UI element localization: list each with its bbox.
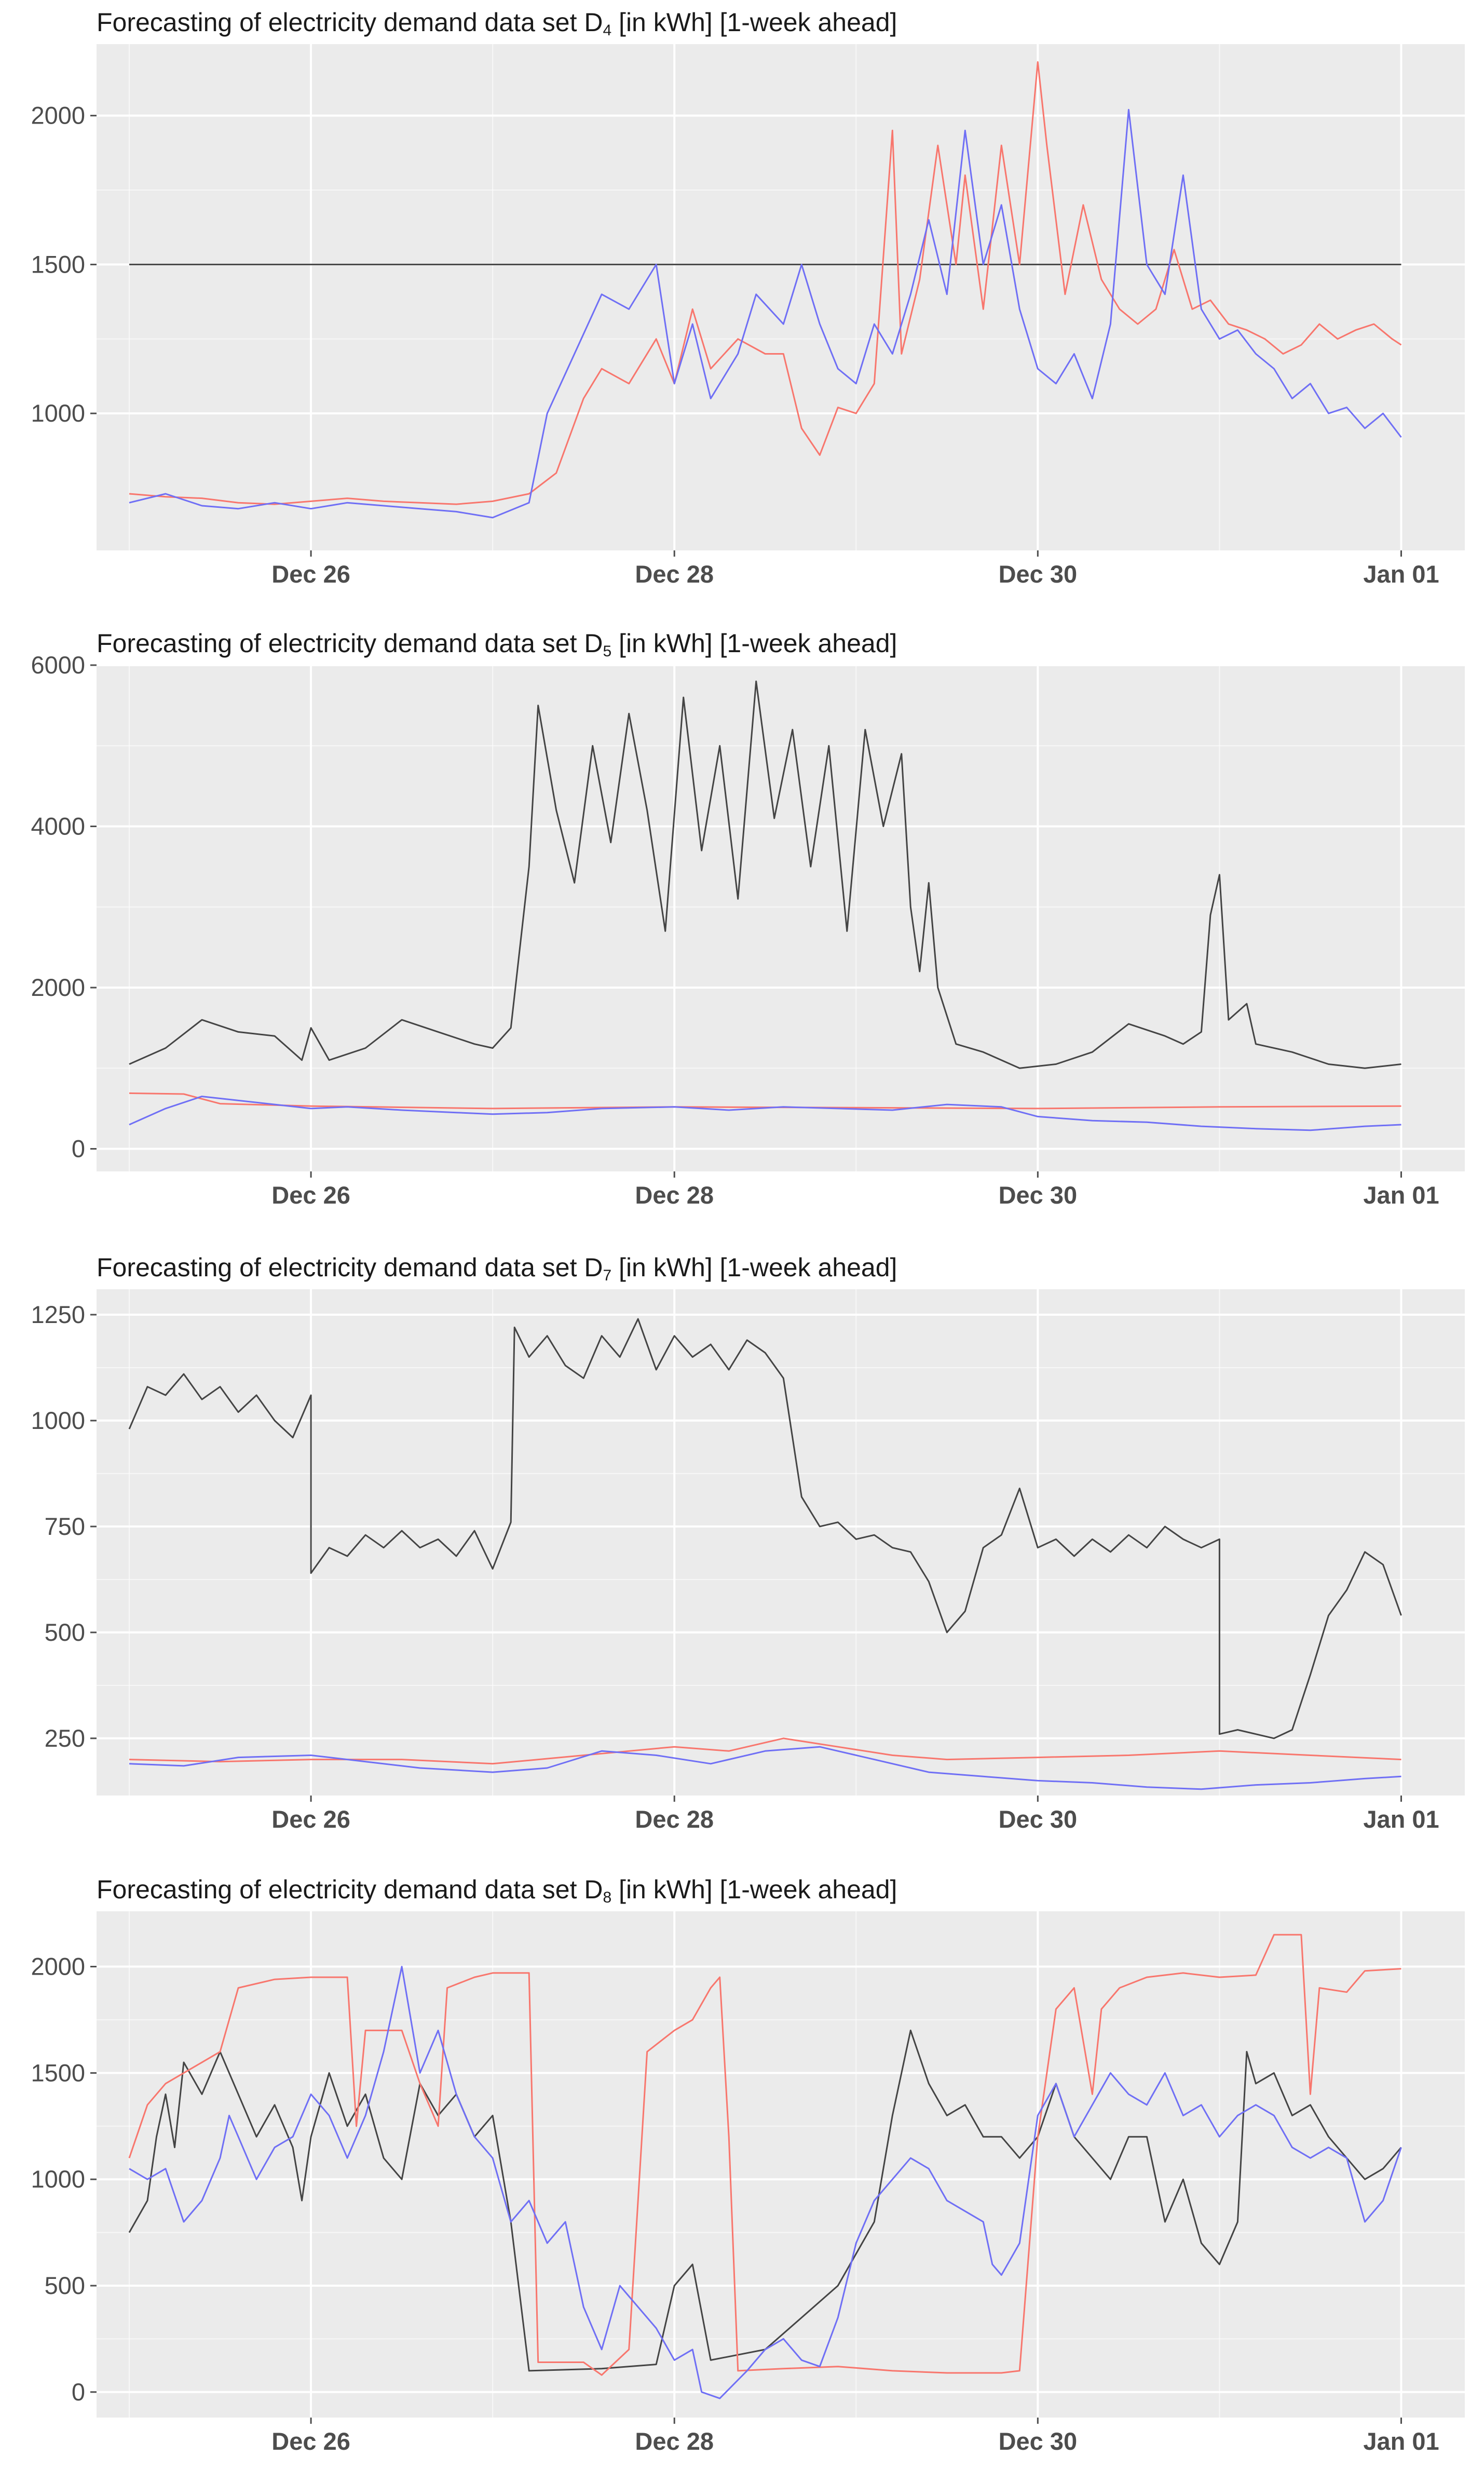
x-tick-label: Dec 26 bbox=[271, 1805, 350, 1833]
y-tick-label: 2000 bbox=[31, 974, 85, 1001]
chart-panel-d8: Forecasting of electricity demand data s… bbox=[0, 1867, 1484, 2464]
y-tick-label: 750 bbox=[45, 1513, 85, 1540]
plot-background bbox=[97, 665, 1465, 1171]
series-line-blue bbox=[129, 1966, 1402, 2399]
series-line-red bbox=[129, 61, 1402, 505]
x-tick-label: Dec 26 bbox=[271, 2427, 350, 2455]
chart-d7: 250 500 750 1000 1250 Dec 26 Dec 28 Dec 30 Jan 0… bbox=[31, 1289, 1465, 1833]
chart-title-d8: Forecasting of electricity demand data s… bbox=[97, 1875, 897, 1906]
x-tick-label: Dec 28 bbox=[635, 560, 714, 588]
x-tick-label: Jan 01 bbox=[1363, 1805, 1439, 1833]
series-line-red bbox=[129, 1092, 1401, 1110]
y-tick-label: 1000 bbox=[31, 1407, 85, 1434]
chart-d4: 1000 1500 2000 Dec 26 Dec 28 Dec 30 Jan 01 bbox=[31, 44, 1465, 588]
plot-background bbox=[97, 1289, 1465, 1796]
y-tick-label: 500 bbox=[45, 1618, 85, 1646]
y-tick-label: 0 bbox=[72, 1135, 85, 1163]
x-tick-label: Dec 30 bbox=[999, 560, 1078, 588]
chart-d5: 0 2000 4000 6000 Dec 26 Dec 28 Dec 30 Jan 01 bbox=[31, 651, 1465, 1209]
series-line-actual bbox=[129, 680, 1401, 1069]
x-tick-label: Jan 01 bbox=[1363, 1181, 1439, 1209]
x-tick-label: Dec 28 bbox=[635, 1181, 714, 1209]
x-tick-label: Dec 26 bbox=[271, 1181, 350, 1209]
y-tick-label: 1250 bbox=[31, 1301, 85, 1328]
series-line-red bbox=[129, 1737, 1401, 1765]
series-line-blue bbox=[129, 1746, 1401, 1790]
plot-background bbox=[97, 1911, 1465, 2418]
y-tick-label: 1500 bbox=[31, 2059, 85, 2086]
x-tick-label: Dec 28 bbox=[635, 1805, 714, 1833]
chart-panel-d5: Forecasting of electricity demand data s… bbox=[0, 621, 1484, 1218]
series-line-red bbox=[128, 1934, 1401, 2376]
series-line-actual bbox=[128, 1318, 1402, 1739]
y-tick-label: 0 bbox=[72, 2378, 85, 2406]
y-tick-label: 1500 bbox=[31, 250, 85, 278]
series-line-blue bbox=[129, 1096, 1401, 1131]
y-tick-label: 500 bbox=[45, 2272, 85, 2299]
x-tick-label: Dec 30 bbox=[999, 2427, 1078, 2455]
x-tick-label: Dec 26 bbox=[271, 560, 350, 588]
y-tick-label: 2000 bbox=[31, 1953, 85, 1980]
x-tick-label: Dec 30 bbox=[999, 1805, 1078, 1833]
y-tick-label: 250 bbox=[45, 1724, 85, 1752]
chart-title-d7: Forecasting of electricity demand data s… bbox=[97, 1253, 897, 1284]
y-tick-label: 4000 bbox=[31, 813, 85, 840]
plot-background bbox=[97, 44, 1465, 550]
series-line-actual bbox=[128, 2029, 1402, 2372]
x-tick-label: Jan 01 bbox=[1363, 2427, 1439, 2455]
chart-title-d4: Forecasting of electricity demand data s… bbox=[97, 8, 897, 39]
x-tick-label: Dec 30 bbox=[999, 1181, 1078, 1209]
x-tick-label: Dec 28 bbox=[635, 2427, 714, 2455]
x-tick-label: Jan 01 bbox=[1363, 560, 1439, 588]
y-tick-label: 1000 bbox=[31, 399, 85, 427]
chart-d8: 0 500 1000 1500 2000 Dec 26 Dec 28 Dec 30 Jan 01 bbox=[31, 1911, 1465, 2455]
chart-panel-d4: Forecasting of electricity demand data s… bbox=[0, 0, 1484, 597]
chart-panel-d7: Forecasting of electricity demand data s… bbox=[0, 1245, 1484, 1842]
chart-title-d5: Forecasting of electricity demand data s… bbox=[97, 629, 897, 660]
y-tick-label: 2000 bbox=[31, 102, 85, 129]
y-tick-label: 6000 bbox=[31, 651, 85, 679]
y-tick-label: 1000 bbox=[31, 2165, 85, 2193]
series-line-blue bbox=[129, 109, 1402, 519]
